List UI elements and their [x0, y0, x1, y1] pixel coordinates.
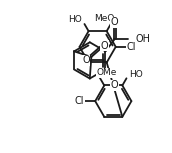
Text: O: O: [111, 17, 118, 27]
Text: O: O: [111, 80, 118, 90]
Text: O: O: [100, 41, 108, 50]
Text: HO: HO: [68, 15, 82, 24]
Text: O: O: [82, 55, 90, 65]
Text: MeO: MeO: [94, 14, 114, 23]
Text: OMe: OMe: [97, 68, 117, 77]
Text: Cl: Cl: [127, 42, 136, 52]
Text: OH: OH: [136, 34, 151, 45]
Text: Cl: Cl: [75, 96, 84, 106]
Text: HO: HO: [129, 70, 143, 78]
